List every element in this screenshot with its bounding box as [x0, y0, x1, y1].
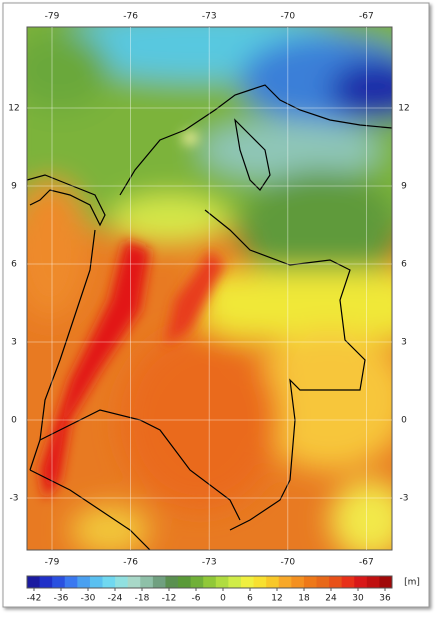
colorbar-cell	[152, 576, 166, 588]
colorbar-label: -42	[27, 594, 42, 604]
colorbar-cell	[303, 576, 317, 588]
colorbar-cell	[52, 576, 66, 588]
lat-label: 6	[11, 260, 17, 270]
colorbar-cell	[291, 576, 305, 588]
geoid-field	[27, 27, 392, 550]
lat-label: 6	[401, 260, 407, 270]
colorbar-cell	[379, 576, 393, 588]
colorbar-label: -30	[81, 594, 96, 604]
colorbar-cell	[228, 576, 242, 588]
colorbar-cell	[190, 576, 204, 588]
lat-label: 12	[8, 104, 19, 114]
colorbar-cell	[266, 576, 280, 588]
colorbar-label: 24	[325, 594, 337, 604]
colorbar-cell	[64, 576, 78, 588]
colorbar-label: 18	[298, 594, 310, 604]
colorbar-cell	[215, 576, 229, 588]
lat-label: 0	[11, 416, 17, 426]
colorbar-cell	[329, 576, 343, 588]
lon-label: -67	[359, 558, 374, 568]
colorbar-cell	[102, 576, 116, 588]
lon-label: -79	[45, 558, 60, 568]
colorbar-cell	[240, 576, 255, 588]
lat-label: 3	[401, 338, 407, 348]
colorbar-cell	[89, 576, 104, 588]
lat-label: -3	[10, 494, 19, 504]
colorbar-label: -6	[192, 594, 201, 604]
colorbar-label: 6	[247, 594, 253, 604]
lon-label: -73	[202, 12, 217, 22]
colorbar-cell	[77, 576, 91, 588]
lon-label: -70	[280, 12, 295, 22]
colorbar-border	[26, 575, 393, 589]
colorbar-label: 36	[379, 594, 391, 604]
lat-label: -3	[400, 494, 409, 504]
colorbar-cell	[39, 576, 53, 588]
colorbar-label: -18	[135, 594, 150, 604]
lon-label: -76	[123, 12, 138, 22]
lat-label: 9	[11, 182, 17, 192]
lon-label: -76	[123, 558, 138, 568]
colorbar-label: 12	[271, 594, 282, 604]
lon-label: -79	[45, 12, 60, 22]
colorbar-cell	[115, 576, 129, 588]
colorbar-label: -12	[162, 594, 177, 604]
colorbar-unit: [m]	[404, 578, 420, 588]
coastline	[27, 84, 392, 550]
colorbar-cell	[127, 576, 141, 588]
colorbar-label: 30	[352, 594, 364, 604]
lat-label: 3	[11, 338, 17, 348]
lat-label: 9	[401, 182, 407, 192]
colorbar-cell	[366, 576, 380, 588]
lon-label: -73	[202, 558, 217, 568]
colorbar-cell	[341, 576, 355, 588]
lon-label: -70	[280, 558, 295, 568]
colorbar-cell	[354, 576, 368, 588]
colorbar-cell	[316, 576, 330, 588]
colorbar-cell	[253, 576, 267, 588]
colorbar-label: -24	[108, 594, 123, 604]
lat-label: 0	[401, 416, 407, 426]
colorbar-cell	[203, 576, 217, 588]
colorbar-cell	[178, 576, 192, 588]
lon-label: -67	[359, 12, 374, 22]
colorbar-cell	[278, 576, 292, 588]
colorbar-label: -36	[54, 594, 69, 604]
colorbar-cell	[140, 576, 154, 588]
lat-label: 12	[398, 104, 409, 114]
colorbar-label: 0	[220, 594, 226, 604]
colorbar-cell	[165, 576, 179, 588]
colorbar-cell	[27, 576, 41, 588]
